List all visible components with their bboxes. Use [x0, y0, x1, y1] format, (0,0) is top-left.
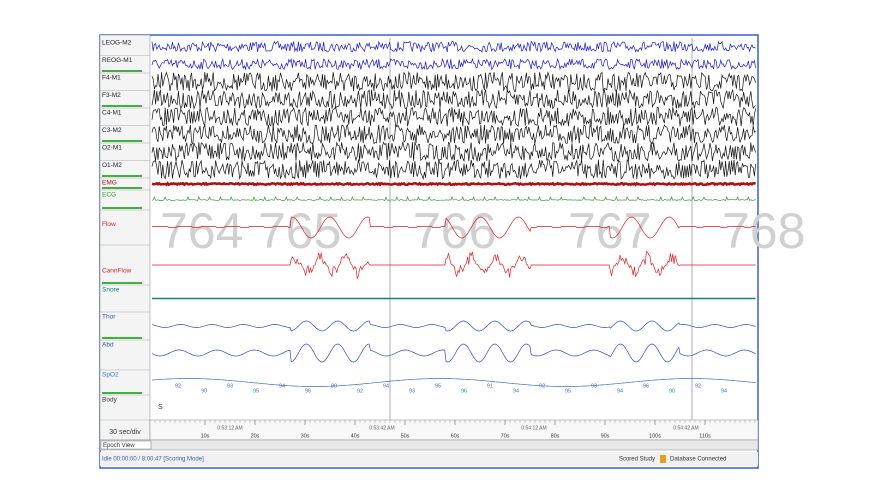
channel-label: EMG [102, 180, 117, 187]
channel-indicator [102, 105, 142, 107]
signal-trace [151, 343, 756, 363]
channel-label: C4-M1 [102, 110, 122, 117]
channel-label: Snore [102, 287, 120, 294]
db-icon [660, 455, 666, 463]
spo2-value: 93 [227, 383, 233, 389]
status-left: Idle 00:00:00 / 8:00:47 [Scoring Mode] [102, 457, 204, 463]
spo2-value: 90 [331, 383, 337, 389]
signal-trace [151, 88, 756, 110]
channel-indicator [102, 337, 142, 339]
channel-label: Body [102, 397, 118, 404]
signal-trace [151, 124, 756, 145]
signal-trace [151, 320, 756, 332]
status-item: Database Connected [670, 457, 726, 463]
spo2-value: 94 [721, 388, 727, 394]
spo2-value: 92 [175, 383, 181, 389]
channel-label: Thor [102, 314, 116, 321]
time-tick-label: 40s [351, 433, 360, 439]
time-tick-label: 20s [251, 433, 260, 439]
channel-label: SpO2 [102, 372, 119, 379]
status-bar [100, 452, 758, 466]
spo2-value: 92 [357, 388, 363, 394]
spo2-value: 95 [253, 388, 259, 394]
channel-indicator [102, 70, 142, 72]
channel-label: LEOG-M2 [102, 40, 132, 47]
time-tick-label: 70s [501, 433, 510, 439]
signal-trace [152, 250, 756, 280]
spo2-value: 96 [305, 388, 311, 394]
clock-label: 0:54:42 AM [673, 425, 698, 431]
epoch-number: 764 [160, 203, 243, 259]
window-frame [99, 34, 759, 469]
channel-label: CannFlow [102, 268, 132, 275]
channel-label: F4-M1 [102, 75, 121, 82]
epoch-number: 765 [258, 203, 341, 259]
channel-label: Abd [102, 342, 114, 349]
channel-panel [99, 34, 151, 441]
channel-label: F3-M2 [102, 92, 121, 99]
time-tick-label: 30s [301, 433, 310, 439]
spo2-value: 92 [539, 383, 545, 389]
channel-label: Flow [102, 221, 116, 228]
view-mode[interactable]: Epoch View [103, 443, 135, 449]
channel-indicator [102, 187, 142, 189]
time-tick-label: 110s [699, 433, 711, 439]
clock-label: 0:53:42 AM [369, 425, 394, 431]
channel-label: REOG-M1 [102, 57, 133, 64]
spo2-value: 94 [279, 383, 285, 389]
signal-trace [151, 57, 756, 71]
spo2-value: 94 [617, 388, 623, 394]
signal-trace [151, 106, 756, 128]
epoch-number: 768 [722, 203, 805, 259]
channel-label: ECG [102, 192, 116, 199]
view-dropdown[interactable] [100, 440, 152, 450]
toolbar [99, 439, 759, 451]
spo2-value: 95 [565, 388, 571, 394]
time-tick-label: 10s [201, 433, 210, 439]
channel-indicator [102, 140, 142, 142]
spo2-value: 94 [383, 383, 389, 389]
spo2-value: 95 [435, 383, 441, 389]
time-tick-label: 60s [451, 433, 460, 439]
channel-indicator [102, 392, 142, 394]
signal-trace [151, 71, 756, 92]
spo2-value: 94 [513, 388, 519, 394]
scale-label: 30 sec/div [109, 429, 141, 436]
channel-indicator [102, 175, 142, 177]
spo2-value: 90 [669, 388, 675, 394]
spo2-value: 96 [461, 388, 467, 394]
signal-trace [151, 195, 756, 202]
spo2-value: 90 [201, 388, 207, 394]
spo2-value: 93 [591, 383, 597, 389]
channel-indicator [102, 207, 142, 209]
time-tick-label: 50s [401, 433, 410, 439]
spo2-value: 91 [487, 383, 493, 389]
signal-trace [151, 181, 757, 187]
clock-label: 0:53:12 AM [217, 425, 242, 431]
signal-trace [151, 141, 756, 163]
status-item: Scored Study [619, 457, 655, 463]
signal-trace [151, 40, 756, 53]
clock-label: 0:54:12 AM [521, 425, 546, 431]
time-tick-label: 90s [601, 433, 610, 439]
signal-trace [151, 159, 756, 181]
signal-trace [152, 216, 756, 239]
channel-indicator [102, 282, 142, 284]
spo2-value: 92 [695, 383, 701, 389]
signal-trace [151, 378, 756, 387]
channel-label: O1-M2 [102, 162, 122, 169]
channel-label: O2-M1 [102, 145, 122, 152]
time-tick-label: 100s [649, 433, 661, 439]
body-position: S [158, 404, 163, 411]
time-tick-label: 80s [551, 433, 560, 439]
channel-label: C3-M2 [102, 127, 122, 134]
spo2-value: 93 [409, 388, 415, 394]
spo2-value: 96 [643, 383, 649, 389]
